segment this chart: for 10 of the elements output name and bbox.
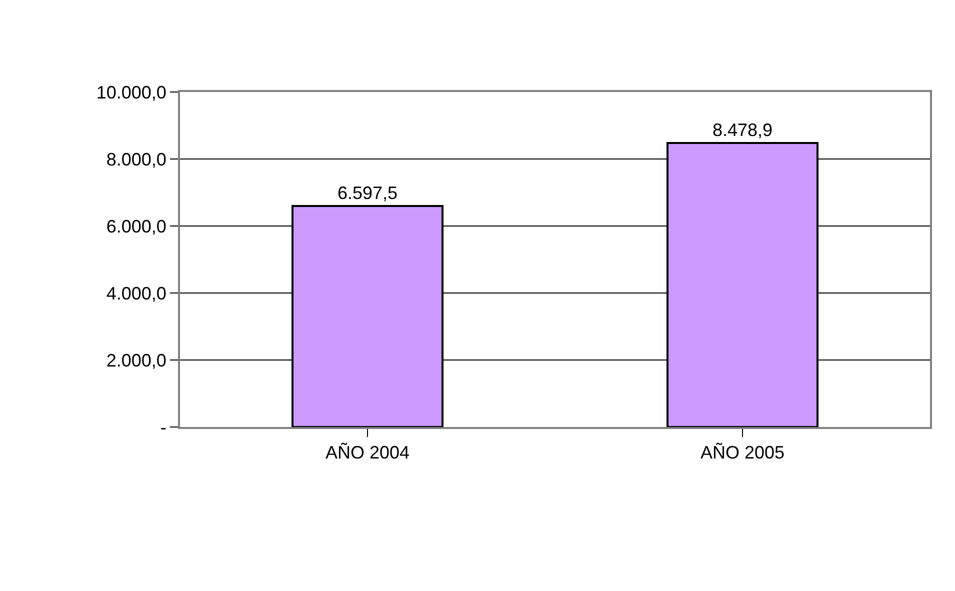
y-tick-label: 8.000,0 bbox=[106, 149, 166, 170]
x-tick-label: AÑO 2004 bbox=[325, 442, 410, 463]
data-label: 6.597,5 bbox=[337, 182, 398, 203]
data-label: 8.478,9 bbox=[712, 120, 773, 140]
y-tick-label: 2.000,0 bbox=[106, 350, 166, 370]
y-tick-label: - bbox=[160, 417, 166, 438]
y-tick-label: 6.000,0 bbox=[106, 216, 166, 236]
x-tick-label: AÑO 2005 bbox=[700, 442, 785, 463]
y-tick-label: 4.000,0 bbox=[106, 283, 166, 304]
y-tick-label: 10.000,0 bbox=[96, 82, 166, 102]
